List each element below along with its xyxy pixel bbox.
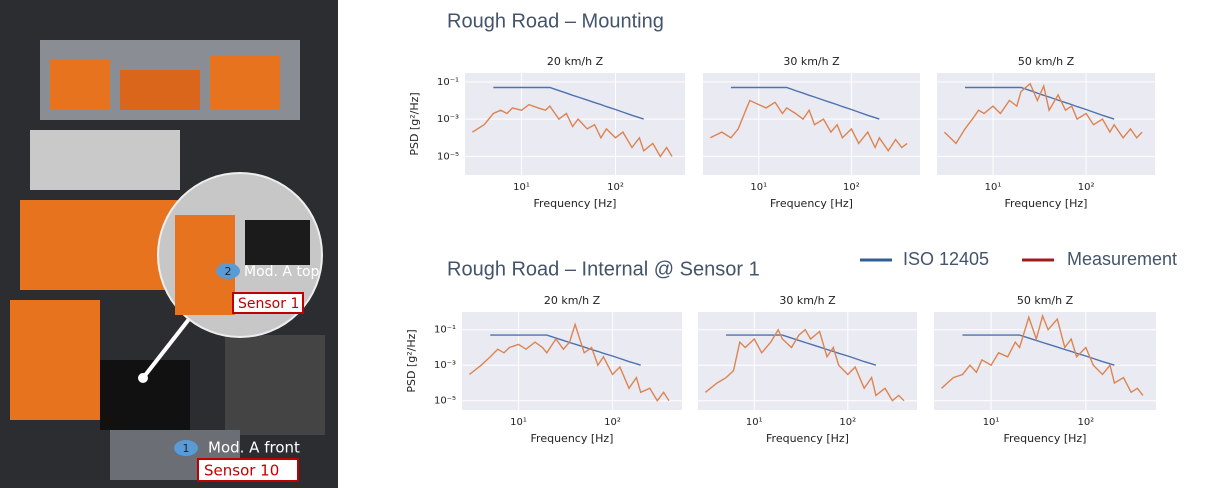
photo-part (20, 200, 180, 290)
plot-area (937, 73, 1155, 175)
y-axis-label: PSD [g²/Hz] (408, 92, 421, 155)
plot-area (698, 312, 917, 410)
y-tick-label: 10⁻¹ (434, 325, 456, 336)
chart-title: 20 km/h Z (547, 55, 604, 68)
photo-part (120, 70, 200, 110)
chart-title: 50 km/h Z (1018, 55, 1075, 68)
x-axis-label: Frequency [Hz] (770, 197, 853, 210)
y-tick-label: 10⁻³ (437, 114, 459, 125)
y-tick-label: 10⁻⁵ (437, 151, 459, 162)
plot-area (934, 312, 1156, 410)
photo: 2 Mod. A top Sensor 1 1 Mod. A front Sen… (0, 0, 338, 488)
photo-part (225, 335, 325, 435)
x-tick-label: 10² (1077, 417, 1094, 428)
x-tick-label: 10² (607, 182, 624, 193)
photo-part (100, 360, 190, 430)
chart-title: 30 km/h Z (779, 294, 836, 307)
photo-label: Sensor 10 (204, 462, 279, 480)
x-axis-label: Frequency [Hz] (1005, 197, 1088, 210)
page: 2 Mod. A top Sensor 1 1 Mod. A front Sen… (0, 0, 1207, 488)
plot-area (703, 73, 920, 175)
x-tick-label: 10¹ (983, 417, 1000, 428)
photo-label: Mod. A front (208, 439, 300, 457)
photo-part (10, 300, 100, 420)
x-axis-label: Frequency [Hz] (534, 197, 617, 210)
badge-number: 1 (183, 442, 190, 455)
photo-part (50, 60, 110, 110)
y-axis-label: PSD [g²/Hz] (405, 329, 418, 392)
y-tick-label: 10⁻⁵ (434, 396, 456, 407)
photo-label: Sensor 1 (238, 296, 299, 312)
photo-part (30, 130, 180, 190)
legend-label: ISO 12405 (903, 249, 989, 269)
x-axis-label: Frequency [Hz] (766, 432, 849, 445)
x-tick-label: 10² (843, 182, 860, 193)
photo-part (245, 220, 310, 265)
x-tick-label: 10¹ (746, 417, 763, 428)
x-tick-label: 10² (1078, 182, 1095, 193)
section-title: Rough Road – Mounting (447, 10, 664, 32)
photo-label: Mod. A top (244, 264, 320, 280)
y-tick-label: 10⁻¹ (437, 77, 459, 88)
x-tick-label: 10¹ (513, 182, 530, 193)
y-tick-label: 10⁻³ (434, 360, 456, 371)
badge-number: 2 (225, 265, 232, 278)
x-axis-label: Frequency [Hz] (1004, 432, 1087, 445)
x-axis-label: Frequency [Hz] (531, 432, 614, 445)
chart-title: 50 km/h Z (1017, 294, 1074, 307)
photo-part (210, 55, 280, 110)
chart-title: 30 km/h Z (783, 55, 840, 68)
plot-area (462, 312, 682, 410)
x-tick-label: 10² (604, 417, 621, 428)
chart-title: 20 km/h Z (544, 294, 601, 307)
zoom-point (138, 373, 148, 383)
x-tick-label: 10¹ (750, 182, 767, 193)
section-title: Rough Road – Internal @ Sensor 1 (447, 258, 760, 280)
x-tick-label: 10¹ (985, 182, 1002, 193)
x-tick-label: 10² (839, 417, 856, 428)
x-tick-label: 10¹ (510, 417, 527, 428)
legend-label: Measurement (1067, 249, 1177, 269)
